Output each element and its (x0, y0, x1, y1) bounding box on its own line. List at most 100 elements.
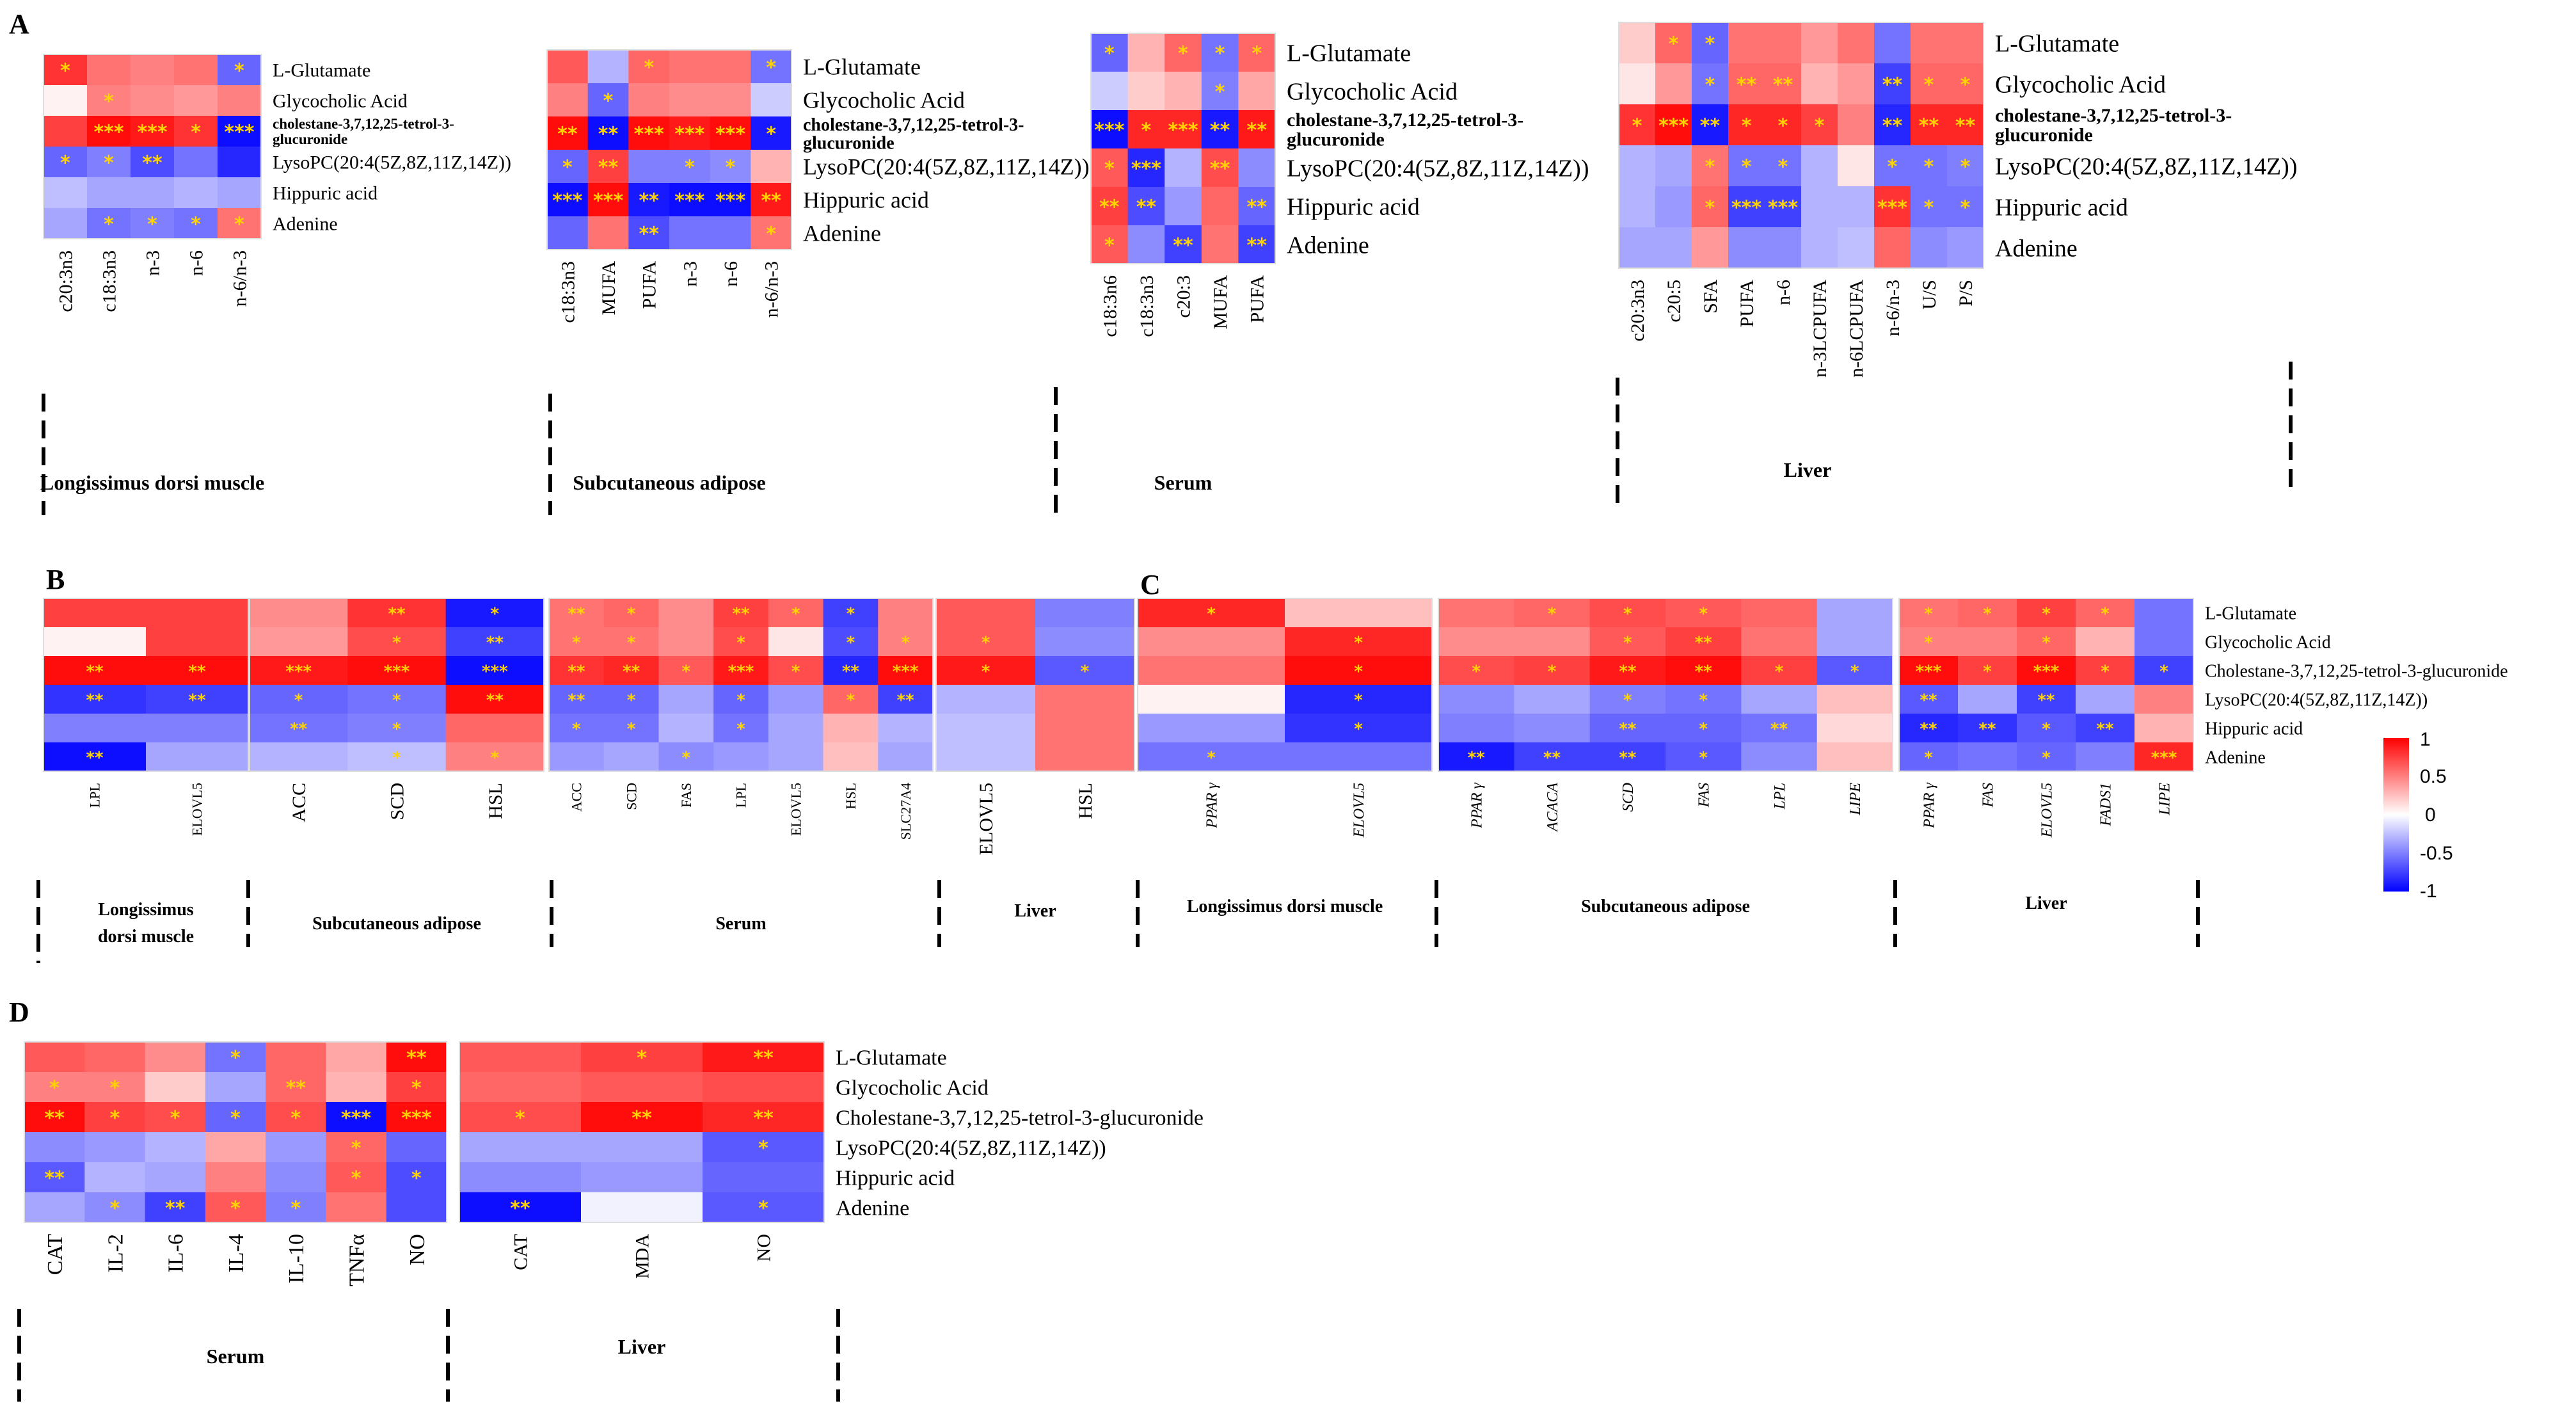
heatmap-cell (1138, 598, 1285, 628)
significance-marker: ** (86, 662, 104, 681)
significance-marker: * (982, 662, 990, 681)
significance-marker: *** (634, 123, 664, 145)
heatmap-cell (84, 1132, 146, 1163)
heatmap-cell (1838, 227, 1875, 269)
heatmap-cell (1165, 187, 1202, 226)
significance-marker: * (234, 60, 244, 82)
heatmap-cell (1741, 627, 1818, 657)
heatmap-cell (131, 54, 175, 86)
significance-marker: * (104, 90, 114, 113)
column-label: U/S (1919, 280, 1940, 310)
significance-marker: * (1104, 234, 1115, 257)
heatmap-cell (44, 656, 147, 685)
row-label-continued: glucuronide (1995, 124, 2093, 145)
heatmap-cell (1666, 714, 1742, 743)
column-label: PPAR γ (1921, 782, 1937, 829)
row-label: Glycocholic Acid (273, 91, 408, 112)
significance-marker: * (1924, 748, 1933, 767)
heatmap-cell (1514, 627, 1591, 657)
column-label: SLC27A4 (898, 783, 914, 840)
significance-marker: * (572, 633, 581, 652)
significance-marker: * (491, 604, 500, 623)
heatmap-cell (2017, 742, 2076, 772)
column-label: MUFA (598, 261, 619, 316)
significance-marker: ** (1920, 691, 1937, 710)
significance-marker: * (847, 633, 855, 652)
heatmap-border (1090, 33, 1276, 264)
legend-gradient-bar (2383, 738, 2409, 892)
tissue-label: Serum (715, 914, 766, 934)
significance-marker: * (982, 633, 990, 652)
heatmap-d-serum: * *** * ** *** * * * * *** ****** * ** ** * *CAT IL-2 IL-… (17, 1041, 450, 1402)
heatmap-cell (768, 656, 824, 685)
heatmap-cell (2135, 685, 2194, 714)
heatmap-cell (2135, 742, 2194, 772)
significance-marker: * (766, 123, 776, 145)
significance-marker: ** (188, 662, 206, 681)
heatmap-cell (603, 627, 659, 657)
significance-marker: ** (1099, 196, 1120, 218)
heatmap-cell (44, 85, 88, 116)
column-label: SCD (1620, 783, 1637, 812)
heatmap-cell (1801, 227, 1838, 269)
significance-marker: ** (1136, 196, 1157, 218)
column-label: n-6LCPUFA (1846, 280, 1867, 378)
heatmap-cell (581, 1132, 703, 1163)
heatmap-cell (347, 714, 447, 743)
significance-marker: ** (1247, 196, 1268, 218)
heatmap-cell (1438, 714, 1515, 743)
significance-marker: ** (290, 719, 308, 739)
significance-marker: * (1623, 604, 1632, 623)
column-label: c18:3n6 (1099, 275, 1120, 337)
heatmap-cell (1801, 145, 1838, 187)
heatmap-cell (628, 50, 670, 84)
significance-marker: * (230, 1197, 241, 1220)
significance-marker: ** (1920, 719, 1937, 739)
significance-marker: * (1252, 42, 1262, 65)
heatmap-cell (1666, 656, 1742, 685)
column-label: n-6/n-3 (761, 261, 783, 317)
column-label: ELOVL5 (1351, 783, 1367, 838)
column-label: IL-4 (225, 1234, 248, 1272)
heatmap-cell (603, 714, 659, 743)
significance-marker: *** (1877, 196, 1907, 219)
column-label: CAT (44, 1234, 67, 1275)
tissue-label: Liver (1014, 901, 1056, 921)
heatmap-cell (84, 1192, 146, 1223)
column-label: ACC (289, 783, 310, 822)
heatmap-cell (87, 177, 131, 209)
heatmap-cell (145, 1042, 206, 1073)
heatmap-cell (587, 150, 629, 184)
row-label: L-Glutamate (2205, 604, 2296, 623)
heatmap-cell (703, 1102, 825, 1133)
heatmap-cell (823, 742, 879, 772)
row-label: Adenine (1287, 232, 1369, 259)
heatmap-cell (146, 656, 249, 685)
column-label: NO (406, 1234, 429, 1265)
heatmap-cell (1741, 714, 1818, 743)
heatmap-cell (547, 50, 589, 84)
significance-marker: ** (44, 1167, 65, 1190)
column-label: HSL (1075, 783, 1096, 819)
heatmap-b-subcutaneous-adipose: ** ** ***** *** **** * **** ** *ACC SCD HSLSubcuta… (246, 598, 545, 947)
significance-marker: ** (486, 691, 504, 710)
significance-marker: *** (1131, 157, 1161, 180)
heatmap-cell (131, 208, 175, 239)
significance-marker: ** (632, 1107, 652, 1130)
row-label: Glycocholic Acid (803, 88, 965, 113)
heatmap-cell (1911, 22, 1948, 64)
significance-marker: * (1081, 662, 1090, 681)
significance-marker: * (104, 213, 114, 236)
heatmap-cell (145, 1162, 206, 1193)
significance-marker: * (1699, 719, 1708, 739)
heatmap-cell (1514, 714, 1591, 743)
significance-marker: ** (568, 691, 585, 710)
significance-marker: * (1742, 156, 1752, 178)
heatmap-cell (1911, 227, 1948, 269)
heatmap-cell (44, 208, 88, 239)
heatmap-cell (710, 183, 751, 217)
significance-marker: * (627, 604, 636, 623)
column-label: LIPE (2156, 783, 2173, 816)
heatmap-cell (2076, 656, 2135, 685)
heatmap-cell (326, 1162, 387, 1193)
